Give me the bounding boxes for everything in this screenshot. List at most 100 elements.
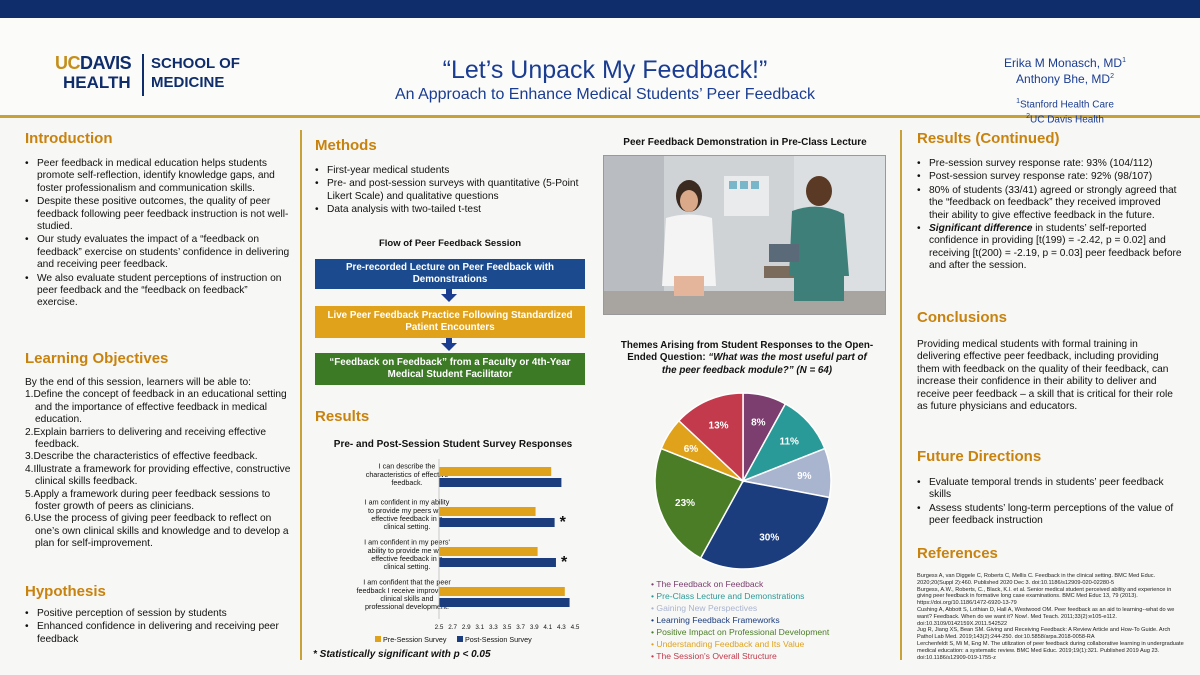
- pie-chart: 8% 11% 9% 30% 23% 6% 13%: [654, 392, 832, 570]
- bar-category-label: ability to provide me with: [368, 546, 447, 555]
- clinic-scene-image: [604, 156, 885, 314]
- hypothesis-heading: Hypothesis: [25, 583, 106, 600]
- author-1: Erika M Monasch, MD: [1004, 56, 1123, 70]
- pie-slice-label: 11%: [779, 436, 799, 447]
- pie-legend-item: • The Session's Overall Structure: [651, 651, 777, 661]
- future-directions-section: Evaluate temporal trends in students’ pe…: [917, 477, 1182, 529]
- bar-pre-session: [439, 507, 536, 516]
- learning-objective-item: 1.Define the concept of feedback in an e…: [25, 389, 287, 426]
- conclusions-text: Providing medical students with formal t…: [917, 339, 1173, 413]
- bar-category-label: I am confident in my ability: [365, 498, 450, 507]
- bar-category-label: characteristics of effective: [366, 470, 449, 479]
- methods-bullet: Data analysis with two-tailed t-test: [315, 204, 590, 217]
- introduction-section: Peer feedback in medical education helps…: [25, 158, 290, 311]
- introduction-list: Peer feedback in medical education helps…: [25, 158, 290, 310]
- poster-title: “Let’s Unpack My Feedback!”: [442, 56, 768, 84]
- bar-category-label: to provide my peers with: [368, 506, 446, 515]
- pie-legend-item: • Gaining New Perspectives: [651, 603, 758, 613]
- methods-bullet: Pre- and post-session surveys with quant…: [315, 178, 590, 203]
- pie-chart-title: Themes Arising from Student Responses to…: [620, 340, 874, 376]
- introduction-bullet: Despite these positive outcomes, the qua…: [25, 196, 290, 233]
- demonstration-photo: [603, 155, 886, 315]
- pie-legend-item: • Understanding Feedback and Its Value: [651, 639, 805, 649]
- results-continued-list: Pre-session survey response rate: 93% (1…: [917, 158, 1182, 273]
- future-direction-bullet: Evaluate temporal trends in students’ pe…: [917, 477, 1182, 502]
- logo-health: HEALTH: [63, 73, 131, 92]
- logo-uc: UC: [55, 53, 81, 73]
- pie-slice-label: 30%: [759, 533, 779, 544]
- learning-objective-item: 2.Explain barriers to delivering and rec…: [25, 426, 267, 451]
- pie-slice: [699, 480, 831, 570]
- bar-x-tick-label: 4.5: [571, 624, 580, 631]
- bar-legend-swatch: [375, 636, 381, 642]
- reference-item: Jug R, Jiang XS, Bean SM. Giving and Rec…: [917, 627, 1171, 641]
- flow-step-3: “Feedback on Feedback” from a Faculty or…: [315, 353, 585, 385]
- methods-section: First-year medical studentsPre- and post…: [315, 165, 590, 218]
- results-bullet: 80% of students (33/41) agreed or strong…: [917, 185, 1182, 222]
- bar-legend-swatch: [457, 636, 463, 642]
- results-continued-heading: Results (Continued): [917, 130, 1060, 147]
- bar-x-tick-label: 4.1: [543, 624, 552, 631]
- logo-school-line1: SCHOOL OF: [151, 55, 240, 72]
- conclusions-heading: Conclusions: [917, 309, 1008, 326]
- learning-objectives-section: By the end of this session, learners wil…: [25, 377, 293, 551]
- learning-objectives-list: 1.Define the concept of feedback in an e…: [25, 389, 293, 550]
- methods-heading: Methods: [315, 137, 377, 154]
- bar-category-label: clinical setting.: [384, 522, 431, 531]
- bar-category-label: I am confident that the peer: [363, 578, 451, 587]
- hypothesis-bullet: Enhanced confidence in delivering and re…: [25, 621, 290, 646]
- bar-x-tick-label: 3.3: [489, 624, 498, 631]
- affiliations: 1Stanford Health Care 2UC Davis Health: [1016, 98, 1114, 126]
- introduction-bullet: Peer feedback in medical education helps…: [25, 158, 290, 195]
- bar-x-tick-label: 2.5: [435, 624, 444, 631]
- bar-pre-session: [439, 547, 538, 556]
- results-continued-section: Pre-session survey response rate: 93% (1…: [917, 158, 1182, 274]
- results-bullet: Pre-session survey response rate: 93% (1…: [917, 158, 1182, 171]
- pie-legend-item: • Pre-Class Lecture and Demonstrations: [651, 591, 805, 601]
- bar-post-session: [439, 478, 562, 487]
- bar-x-tick-label: 3.5: [503, 624, 512, 631]
- photo-caption: Peer Feedback Demonstration in Pre-Class…: [623, 137, 867, 148]
- bar-legend-label: Pre-Session Survey: [383, 635, 447, 644]
- authors: Erika M Monasch, MD1 Anthony Bhe, MD2: [1004, 56, 1126, 86]
- learning-objective-item: 3.Describe the characteristics of effect…: [25, 451, 258, 463]
- author-2: Anthony Bhe, MD: [1016, 72, 1111, 86]
- bar-x-tick-label: 3.9: [530, 624, 539, 631]
- pie-legend-item: • Learning Feedback Frameworks: [651, 615, 780, 625]
- top-bar: [0, 0, 1200, 18]
- reference-item: Burgess, A.W., Roberts, C., Black, K.I. …: [917, 586, 1172, 607]
- significance-asterisk: *: [560, 514, 567, 531]
- introduction-bullet: Our study evaluates the impact of a “fee…: [25, 234, 290, 271]
- bar-chart-title: Pre- and Post-Session Student Survey Res…: [333, 439, 573, 450]
- bar-category-label: effective feedback in a: [371, 554, 442, 563]
- methods-list: First-year medical studentsPre- and post…: [315, 165, 590, 217]
- pie-slice-label: 6%: [684, 444, 699, 455]
- bar-category-label: feedback I receive improves my: [356, 586, 457, 595]
- future-directions-list: Evaluate temporal trends in students’ pe…: [917, 477, 1182, 528]
- results-bullet-significance: Significant difference in students’ self…: [917, 223, 1182, 273]
- bar-post-session: [439, 518, 555, 527]
- reference-item: Burgess A, van Diggele C, Roberts C, Mel…: [917, 573, 1156, 586]
- column-divider-1: [300, 130, 302, 660]
- reference-item: Lerchenfeldt S, Mi M, Eng M. The utiliza…: [917, 640, 1184, 661]
- header: UCDAVIS HEALTH SCHOOL OF MEDICINE “Let’s…: [0, 18, 1200, 126]
- learning-objectives-intro: By the end of this session, learners wil…: [25, 377, 251, 388]
- pie-slice: [677, 392, 744, 483]
- hypothesis-list: Positive perception of session by studen…: [25, 608, 290, 646]
- introduction-bullet: We also evaluate student perceptions of …: [25, 273, 290, 310]
- results-bullet: Post-session survey response rate: 92% (…: [917, 171, 1182, 184]
- flow-step-2: Live Peer Feedback Practice Following St…: [315, 306, 585, 338]
- significance-asterisk: *: [561, 554, 568, 571]
- bar-x-tick-label: 2.7: [448, 624, 457, 631]
- learning-objective-item: 6.Use the process of giving peer feedbac…: [25, 513, 289, 550]
- pie-legend-item: • The Feedback on Feedback: [651, 579, 764, 589]
- introduction-heading: Introduction: [25, 130, 113, 147]
- bar-x-tick-label: 3.7: [516, 624, 525, 631]
- bar-post-session: [439, 558, 556, 567]
- references-heading: References: [917, 545, 998, 562]
- references-list: Burgess A, van Diggele C, Roberts C, Mel…: [917, 573, 1187, 661]
- logo-divider: [142, 54, 144, 96]
- bar-category-label: clinical setting.: [384, 562, 431, 571]
- flow-arrow-1: [441, 294, 457, 302]
